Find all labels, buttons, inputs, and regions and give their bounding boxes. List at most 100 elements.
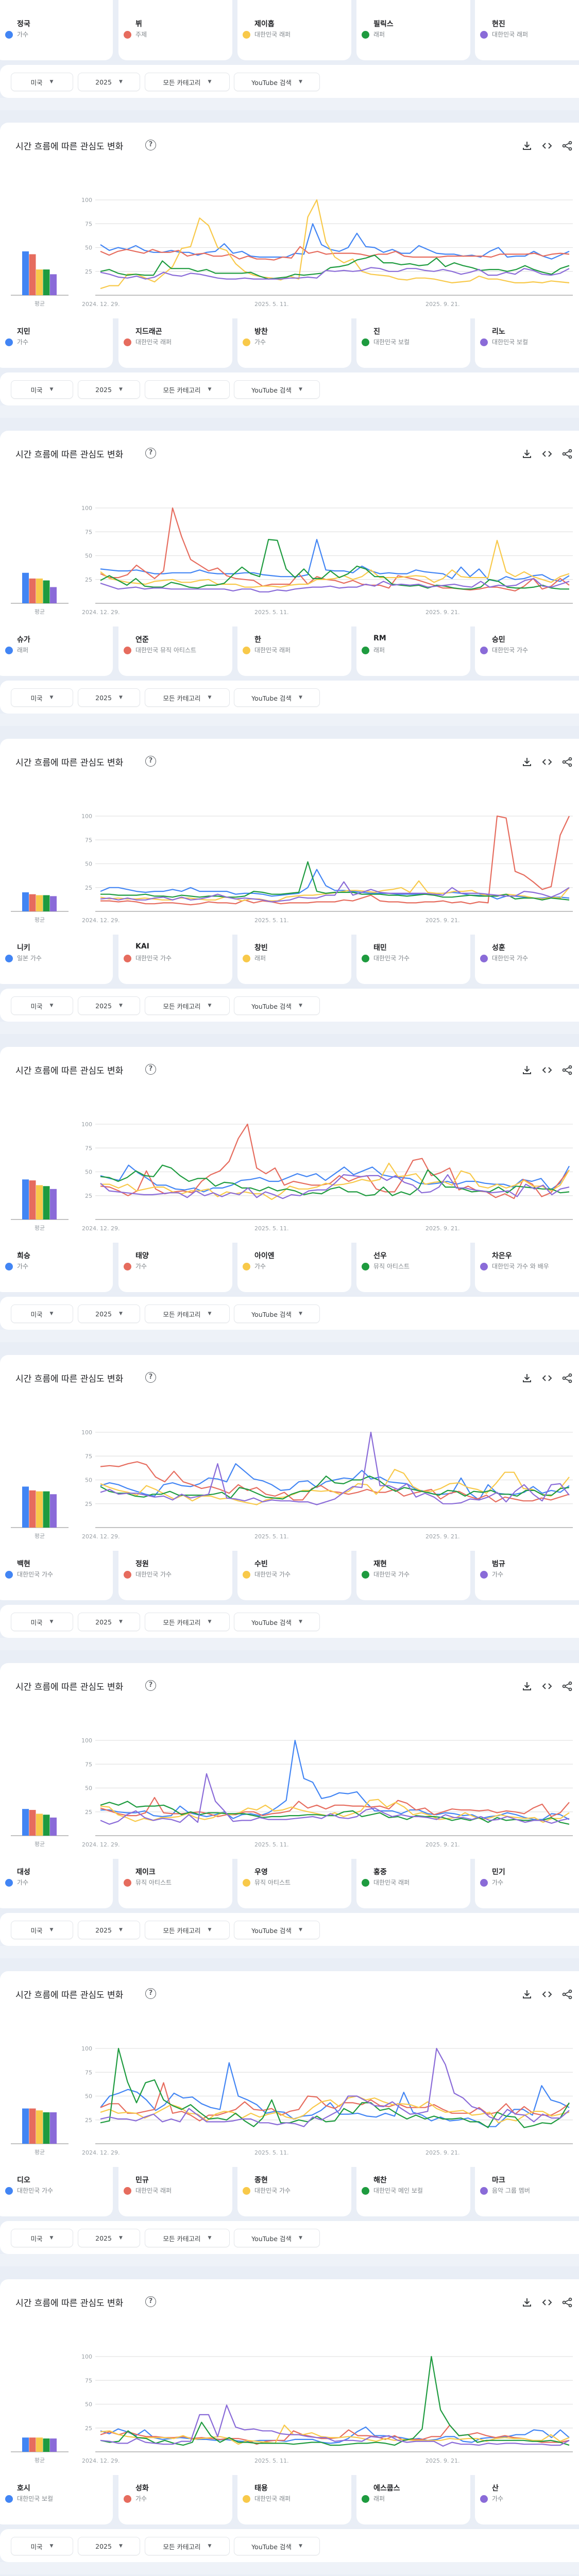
legend-card-2[interactable]: 방찬 가수 — [237, 308, 351, 368]
legend-card-4[interactable]: 리노 대한민국 보컬 — [475, 308, 579, 368]
legend-card-3[interactable]: 홍중 대한민국 래퍼 — [356, 1848, 470, 1908]
legend-card-4[interactable]: 민기 가수 — [475, 1848, 579, 1908]
average-bar[interactable] — [43, 580, 50, 603]
region-dropdown[interactable]: 미국 ▼ — [11, 73, 73, 91]
year-dropdown[interactable]: 2025 ▼ — [78, 380, 140, 399]
legend-card-3[interactable]: 진 대한민국 보컬 — [356, 308, 470, 368]
average-bar[interactable] — [22, 892, 29, 911]
legend-card-0[interactable]: 정국 가수 — [0, 0, 113, 60]
interest-over-time-chart[interactable]: 100 75 50 25 2024. 12. 29. 2025. 5. 11. 2025. … — [0, 1663, 579, 1859]
search-type-dropdown[interactable]: YouTube 검색 ▼ — [234, 1304, 320, 1323]
average-bar[interactable] — [29, 2437, 36, 2452]
legend-card-2[interactable]: 우영 뮤직 아티스트 — [237, 1848, 351, 1908]
help-icon[interactable]: ? — [145, 2296, 156, 2307]
year-dropdown[interactable]: 2025 ▼ — [78, 1921, 140, 1939]
download-icon[interactable] — [521, 2297, 533, 2308]
average-bar[interactable] — [36, 578, 43, 603]
category-dropdown[interactable]: 모든 카테고리 ▼ — [145, 73, 230, 91]
category-dropdown[interactable]: 모든 카테고리 ▼ — [145, 2229, 230, 2247]
legend-card-2[interactable]: 제이홉 대한민국 래퍼 — [237, 0, 351, 60]
average-bar[interactable] — [36, 1185, 43, 1219]
search-type-dropdown[interactable]: YouTube 검색 ▼ — [234, 73, 320, 91]
category-dropdown[interactable]: 모든 카테고리 ▼ — [145, 1613, 230, 1631]
help-icon[interactable]: ? — [145, 140, 156, 150]
average-bar[interactable] — [43, 1186, 50, 1219]
help-icon[interactable]: ? — [145, 1680, 156, 1691]
embed-code-icon[interactable] — [541, 140, 553, 151]
category-dropdown[interactable]: 모든 카테고리 ▼ — [145, 688, 230, 707]
legend-card-4[interactable]: 승민 대한민국 가수 — [475, 616, 579, 676]
year-dropdown[interactable]: 2025 ▼ — [78, 2229, 140, 2247]
interest-over-time-chart[interactable]: 100 75 50 25 2024. 12. 29. 2025. 5. 11. 2025. … — [0, 1047, 579, 1243]
average-bar[interactable] — [36, 1814, 43, 1836]
legend-card-3[interactable]: 태민 대한민국 가수 — [356, 924, 470, 984]
region-dropdown[interactable]: 미국 ▼ — [11, 380, 73, 399]
download-icon[interactable] — [521, 756, 533, 768]
help-icon[interactable]: ? — [145, 1064, 156, 1075]
share-icon[interactable] — [561, 140, 573, 151]
average-bar[interactable] — [50, 2112, 57, 2144]
legend-card-2[interactable]: 태용 대한민국 래퍼 — [237, 2464, 351, 2524]
download-icon[interactable] — [521, 140, 533, 151]
interest-over-time-chart[interactable]: 100 75 50 25 2024. 12. 29. 2025. 5. 11. 2025. … — [0, 1971, 579, 2167]
legend-card-4[interactable]: 성훈 대한민국 가수 — [475, 924, 579, 984]
share-icon[interactable] — [561, 1064, 573, 1076]
legend-card-1[interactable]: 정원 대한민국 가수 — [118, 1540, 232, 1600]
legend-card-1[interactable]: 민규 대한민국 래퍼 — [118, 2156, 232, 2216]
average-bar[interactable] — [36, 2110, 43, 2144]
legend-card-3[interactable]: RM 래퍼 — [356, 616, 470, 676]
region-dropdown[interactable]: 미국 ▼ — [11, 1304, 73, 1323]
search-type-dropdown[interactable]: YouTube 검색 ▼ — [234, 380, 320, 399]
download-icon[interactable] — [521, 1681, 533, 1692]
legend-card-0[interactable]: 니키 일본 가수 — [0, 924, 113, 984]
legend-card-2[interactable]: 수빈 대한민국 가수 — [237, 1540, 351, 1600]
help-icon[interactable]: ? — [145, 1372, 156, 1383]
average-bar[interactable] — [22, 251, 29, 295]
search-type-dropdown[interactable]: YouTube 검색 ▼ — [234, 2537, 320, 2555]
legend-card-3[interactable]: 필릭스 래퍼 — [356, 0, 470, 60]
average-bar[interactable] — [29, 578, 36, 603]
average-bar[interactable] — [50, 1817, 57, 1836]
help-icon[interactable]: ? — [145, 1988, 156, 1999]
year-dropdown[interactable]: 2025 ▼ — [78, 688, 140, 707]
download-icon[interactable] — [521, 448, 533, 460]
average-bar[interactable] — [36, 2437, 43, 2452]
download-icon[interactable] — [521, 1064, 533, 1076]
legend-card-2[interactable]: 창빈 래퍼 — [237, 924, 351, 984]
legend-card-3[interactable]: 선우 뮤직 아티스트 — [356, 1232, 470, 1292]
interest-over-time-chart[interactable]: 100 75 50 25 2024. 12. 29. 2025. 5. 11. 2025. … — [0, 123, 579, 318]
average-bar[interactable] — [29, 1810, 36, 1836]
region-dropdown[interactable]: 미국 ▼ — [11, 1613, 73, 1631]
search-type-dropdown[interactable]: YouTube 검색 ▼ — [234, 2229, 320, 2247]
average-bar[interactable] — [50, 1189, 57, 1219]
download-icon[interactable] — [521, 1989, 533, 2000]
interest-over-time-chart[interactable]: 100 75 50 25 2024. 12. 29. 2025. 5. 11. 2025. … — [0, 431, 579, 626]
year-dropdown[interactable]: 2025 ▼ — [78, 1613, 140, 1631]
legend-card-1[interactable]: KAI 대한민국 가수 — [118, 924, 232, 984]
average-bar[interactable] — [43, 269, 50, 295]
year-dropdown[interactable]: 2025 ▼ — [78, 996, 140, 1015]
region-dropdown[interactable]: 미국 ▼ — [11, 996, 73, 1015]
share-icon[interactable] — [561, 1989, 573, 2000]
average-bar[interactable] — [22, 2437, 29, 2452]
average-bar[interactable] — [50, 274, 57, 295]
interest-over-time-chart[interactable]: 100 75 50 25 2024. 12. 29. 2025. 5. 11. 2025. … — [0, 1355, 579, 1551]
legend-card-4[interactable]: 범규 가수 — [475, 1540, 579, 1600]
legend-card-2[interactable]: 종현 대한민국 가수 — [237, 2156, 351, 2216]
interest-over-time-chart[interactable]: 100 75 50 25 2024. 12. 29. 2025. 5. 11. 2025. … — [0, 739, 579, 935]
legend-card-3[interactable]: 에스쿱스 래퍼 — [356, 2464, 470, 2524]
region-dropdown[interactable]: 미국 ▼ — [11, 2229, 73, 2247]
average-bar[interactable] — [29, 254, 36, 295]
year-dropdown[interactable]: 2025 ▼ — [78, 1304, 140, 1323]
average-bar[interactable] — [29, 1490, 36, 1528]
help-icon[interactable]: ? — [145, 448, 156, 459]
average-bar[interactable] — [22, 1179, 29, 1219]
average-bar[interactable] — [43, 1815, 50, 1836]
legend-card-4[interactable]: 현진 대한민국 래퍼 — [475, 0, 579, 60]
search-type-dropdown[interactable]: YouTube 검색 ▼ — [234, 1613, 320, 1631]
legend-card-4[interactable]: 산 가수 — [475, 2464, 579, 2524]
average-bar[interactable] — [43, 2438, 50, 2452]
embed-code-icon[interactable] — [541, 2297, 553, 2308]
average-bar[interactable] — [22, 2108, 29, 2144]
average-bar[interactable] — [43, 895, 50, 911]
